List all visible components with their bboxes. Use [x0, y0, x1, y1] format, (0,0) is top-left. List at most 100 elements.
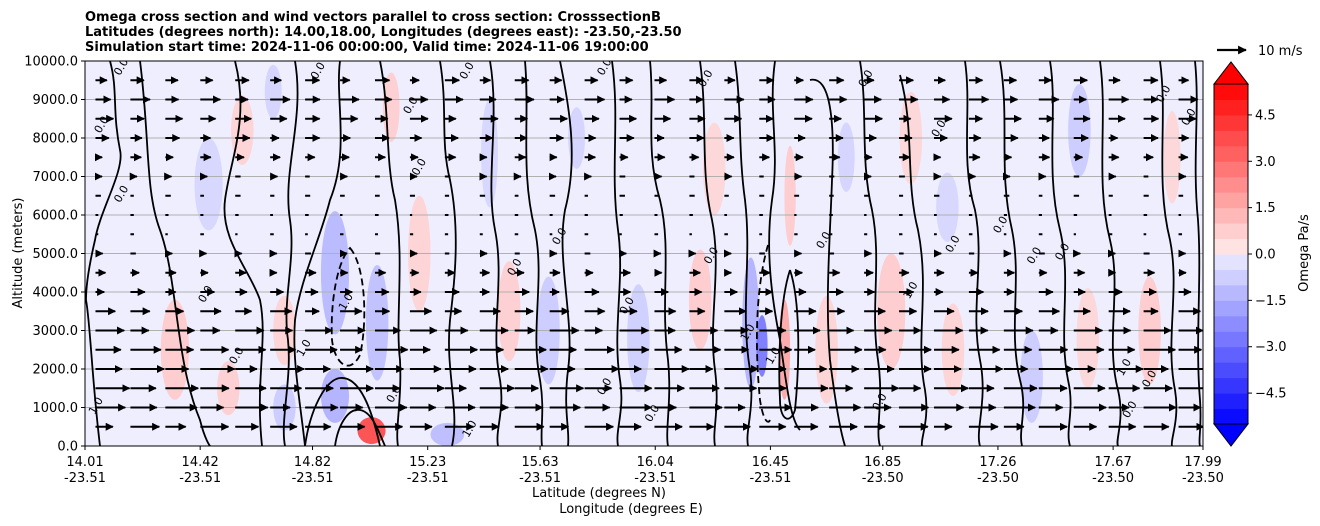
title-line-3: Simulation start time: 2024-11-06 00:00:…: [85, 40, 649, 55]
colorbar-segment: [1214, 284, 1248, 301]
y-tick-label: 10000.0: [24, 55, 78, 70]
colorbar-segment: [1214, 130, 1248, 147]
contour-line: [304, 377, 381, 446]
x-tick-label-lat: 16.04: [637, 455, 674, 470]
contour-line: [734, 61, 753, 446]
x-tick-label-lat: 17.99: [1184, 455, 1221, 470]
contour-line: [859, 61, 882, 446]
y-tick-label: 1000.0: [33, 401, 79, 416]
chart-title: Omega cross section and wind vectors par…: [85, 10, 682, 55]
colorbar-extend-min: [1212, 423, 1250, 447]
axes: 0.0 1000.0 2000.0 3000.0 4000.0 5000.0 6000.0 7…: [24, 55, 1224, 487]
contour-line: [809, 78, 846, 446]
omega-cell: [497, 261, 521, 362]
colorbar-segment: [1214, 84, 1248, 100]
contour-line: [559, 61, 573, 446]
omega-cell: [365, 265, 389, 381]
y-axis-label: Altitude (meters): [11, 198, 26, 309]
omega-cell: [702, 122, 726, 215]
colorbar-segment: [1214, 176, 1248, 193]
contour-line: [964, 61, 984, 446]
colorbar-segment: [1214, 393, 1248, 410]
omega-cell: [1163, 111, 1181, 204]
y-tick-label: 6000.0: [33, 209, 79, 224]
y-tick-label: 5000.0: [33, 247, 79, 262]
colorbar-tick-label: 3.0: [1255, 155, 1276, 170]
colorbar-segment: [1214, 331, 1248, 348]
colorbar-segment: [1214, 300, 1248, 317]
x-tick-label-lat: 14.82: [294, 455, 331, 470]
colorbar-label: Omega Pa/s: [1297, 214, 1312, 292]
x-tick-label-lon: -23.51: [407, 471, 449, 486]
colorbar-segment: [1214, 269, 1248, 286]
contour-line: [282, 61, 299, 446]
colorbar-segment: [1214, 145, 1248, 162]
colorbar-segment: [1214, 161, 1248, 178]
colorbar-tick-label: 4.5: [1255, 108, 1276, 123]
colorbar-segment: [1214, 362, 1248, 379]
contour-line: [1049, 61, 1072, 446]
colorbar-tick-label: 1.5: [1255, 201, 1276, 216]
title-line-2: Latitudes (degrees north): 14.00,18.00, …: [85, 25, 682, 40]
quiver-key-label: 10 m/s: [1258, 44, 1303, 59]
contour-line: [293, 61, 342, 446]
colorbar-segment: [1214, 207, 1248, 224]
y-tick-label: 9000.0: [33, 93, 79, 108]
x-tick-label-lat: 15.63: [521, 455, 558, 470]
y-tick-label: 3000.0: [33, 324, 79, 339]
title-line-1: Omega cross section and wind vectors par…: [85, 10, 661, 25]
x-tick-label-lon: -23.51: [179, 471, 221, 486]
omega-cell: [877, 253, 906, 369]
wind-vectors: [94, 76, 1203, 431]
contour-line: [778, 269, 800, 420]
contour-line: [139, 61, 211, 446]
y-tick-label: 4000.0: [33, 286, 79, 301]
quiver-key: 10 m/s: [1217, 44, 1303, 59]
contour-line-negative: [330, 246, 366, 367]
y-tick-label: 0.0: [57, 440, 78, 455]
contour-line: [1194, 61, 1202, 446]
x-tick-label-lat: 16.85: [864, 455, 901, 470]
x-axis-label-latitude: Latitude (degrees N): [532, 486, 666, 501]
colorbar-segment: [1214, 223, 1248, 240]
colorbar-tick-label: −4.5: [1255, 387, 1287, 402]
omega-cell: [936, 172, 959, 242]
x-tick-label-lon: -23.50: [977, 471, 1019, 486]
colorbar-segment: [1214, 99, 1248, 116]
contour-line: [85, 299, 101, 446]
contour-line: [1159, 61, 1178, 446]
colorbar-segment: [1214, 346, 1248, 363]
x-tick-label-lat: 14.01: [66, 455, 103, 470]
x-tick-label-lat: 16.45: [752, 455, 789, 470]
x-tick-label-lat: 17.67: [1095, 455, 1132, 470]
x-tick-label-lon: -23.51: [292, 471, 334, 486]
colorbar: 4.5 3.0 1.5 0.0 −1.5 −3.0 −4.5: [1212, 61, 1287, 447]
colorbar-tick-label: −3.0: [1255, 340, 1287, 355]
x-tick-label-lat: 14.42: [182, 455, 219, 470]
y-tick-label: 8000.0: [33, 132, 79, 147]
contour-line-negative: [756, 244, 771, 423]
omega-cell: [264, 64, 282, 119]
omega-cell: [357, 417, 386, 445]
x-tick-label-lat: 17.26: [979, 455, 1016, 470]
omega-cell: [231, 95, 254, 165]
omega-contours: [85, 61, 1202, 446]
x-tick-label-lon: -23.51: [749, 471, 791, 486]
omega-cell: [1068, 84, 1091, 177]
colorbar-segment: [1214, 315, 1248, 332]
contour-line: [85, 61, 122, 301]
x-tick-label-lon: -23.51: [64, 471, 106, 486]
colorbar-segment: [1214, 238, 1248, 255]
colorbar-tick-label: 0.0: [1255, 248, 1276, 263]
colorbar-extend-max: [1212, 61, 1250, 85]
omega-cell: [320, 211, 350, 335]
y-tick-label: 7000.0: [33, 170, 79, 185]
contour-line: [899, 74, 928, 446]
x-tick-label-lon: -23.51: [519, 471, 561, 486]
contour-line: [1099, 61, 1122, 446]
x-tick-label-lon: -23.50: [1092, 471, 1134, 486]
colorbar-segment: [1214, 192, 1248, 209]
omega-cell: [320, 369, 350, 423]
omega-cell: [481, 99, 498, 208]
